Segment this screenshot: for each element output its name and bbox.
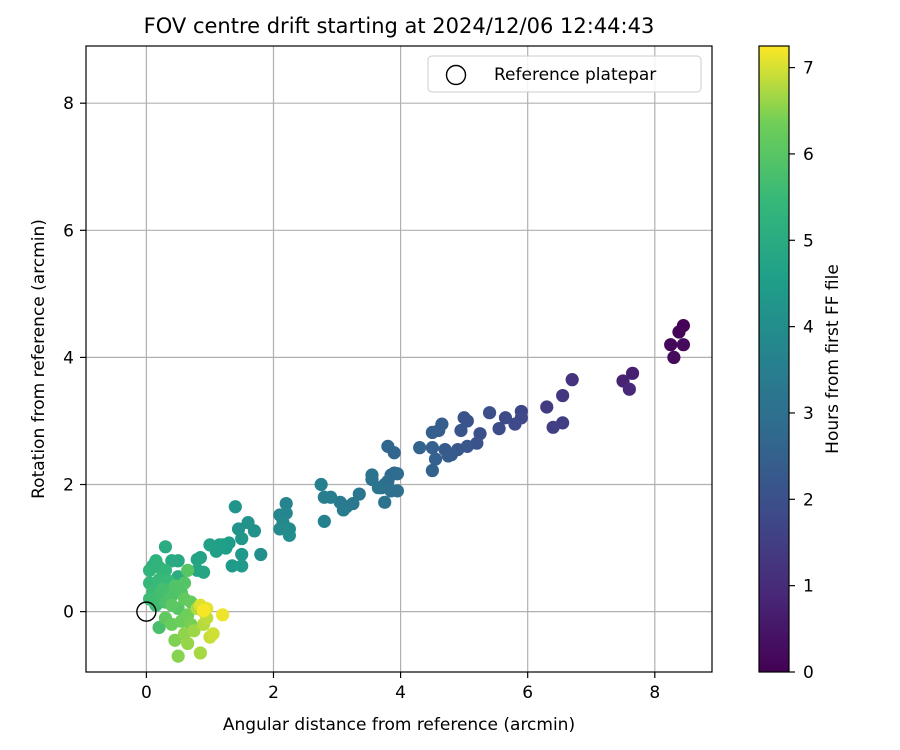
colorbar-gradient [759,46,789,672]
y-axis-label: Rotation from reference (arcmin) [29,219,49,499]
scatter-point [664,338,678,352]
scatter-point [158,540,173,554]
scatter-point [196,565,211,579]
scatter-point [352,487,366,501]
scatter-point [508,417,522,431]
scatter-point [181,563,195,577]
scatter-point [336,503,350,517]
scatter-point [168,633,182,647]
scatter-point [190,552,204,567]
scatter-point [625,366,640,380]
legend-box [427,55,702,93]
y-tick-label: 0 [63,603,74,623]
y-tick-label: 6 [63,221,74,241]
scatter-point [241,516,255,530]
scatter-point [225,559,239,573]
x-tick-label: 0 [141,683,152,703]
plot-border [85,45,713,673]
x-tick-label: 8 [649,683,660,703]
scatter-point [282,528,296,542]
legend-label: Reference platepar [494,65,656,85]
scatter-point [556,388,570,403]
chart-title: FOV centre drift starting at 2024/12/06 … [144,14,655,38]
scatter-point [317,514,331,528]
grid-lines [86,46,712,672]
scatter-point [371,481,385,495]
scatter-point [203,538,217,552]
colorbar-tick-label: 2 [803,490,814,510]
scatter-point [235,531,249,546]
scatter-point [390,467,405,481]
colorbar-tick-label: 3 [803,404,814,424]
scatter-point [165,598,179,612]
scatter-point [676,338,691,352]
y-tick-label: 8 [63,94,74,114]
scatter-point [273,522,287,536]
x-tick-label: 4 [395,683,406,703]
colorbar-tick-label: 7 [803,59,814,79]
scatter-point [546,420,560,434]
scatter-point [177,576,192,590]
colorbar-tick-label: 6 [803,145,814,165]
scatter-point [165,554,179,568]
scatter-point [381,439,395,453]
scatter-point [193,646,207,660]
scatter-point [279,496,293,511]
scatter-point [254,547,268,562]
colorbar-label: Hours from first FF file [823,264,843,454]
scatter-point [428,452,443,466]
scatter-point [235,547,249,562]
scatter-point [206,627,220,641]
colorbar-tick-label: 0 [803,663,814,683]
x-tick-label: 2 [268,683,279,703]
scatter-points [142,319,691,663]
scatter-point [390,484,405,498]
x-tick-label: 6 [522,683,533,703]
scatter-point [498,411,513,425]
scatter-point [441,449,455,463]
scatter-point [482,406,497,420]
legend: Reference platepar [427,55,702,93]
colorbar-ticks: 0 1 2 3 4 5 6 7 [789,59,814,683]
scatter-point [413,441,427,455]
scatter-point [492,421,506,436]
legend-marker-open-circle [445,64,467,86]
scatter-point [152,620,166,635]
scatter-point [425,441,439,455]
y-tick-label: 2 [63,476,74,496]
scatter-point [196,603,211,617]
colorbar-tick-label: 1 [803,577,814,597]
scatter-point [228,500,242,514]
x-axis-ticks: 0 2 4 6 8 [141,672,660,703]
scatter-point [540,400,554,414]
scatter-point [672,325,686,339]
x-axis-label: Angular distance from reference (arcmin) [223,715,575,735]
scatter-point [171,649,185,663]
scatter-point [187,624,201,638]
scatter-point [317,490,331,504]
scatter-point [565,373,579,387]
scatter-point [460,414,474,428]
colorbar: 0 1 2 3 4 5 6 7 Hours from first FF file [758,45,843,683]
scatter-point [212,538,227,552]
colorbar-tick-label: 5 [803,231,814,251]
scatter-point [667,350,681,365]
scatter-point [235,559,249,573]
scatter-point [454,423,468,438]
scatter-point [181,636,195,651]
y-axis-ticks: 0 2 4 6 8 [63,94,86,623]
scatter-point [378,495,392,509]
reference-platepar-marker [136,601,157,622]
colorbar-border [758,45,790,673]
scatter-point [314,477,328,492]
scatter-point [425,463,439,478]
y-tick-label: 4 [63,348,74,368]
scatter-point [216,608,230,622]
scatter-point [425,425,439,440]
colorbar-tick-label: 4 [803,318,814,338]
scatter-point [622,382,636,396]
